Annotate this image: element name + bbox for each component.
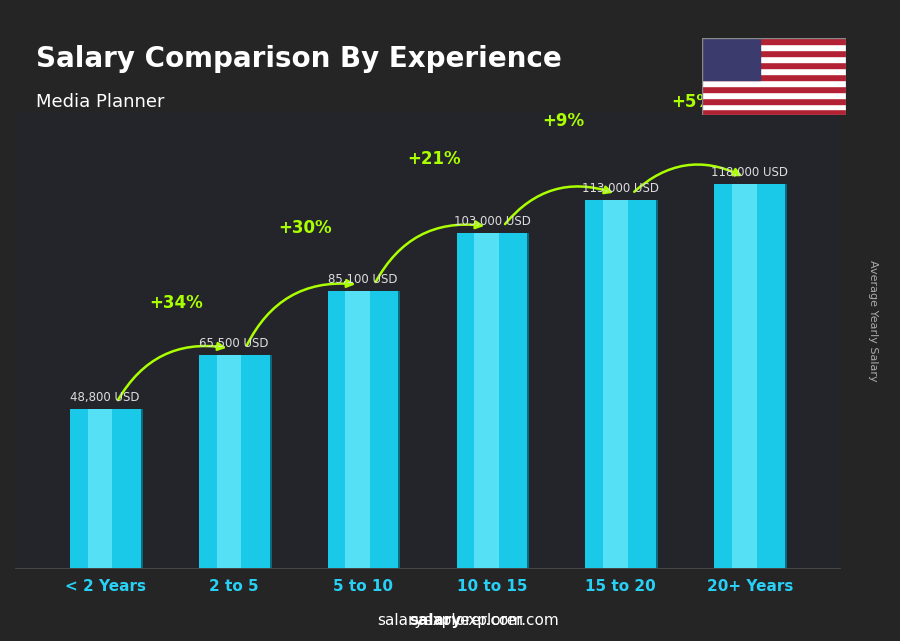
Bar [199, 354, 270, 568]
Bar [702, 92, 846, 97]
Bar [702, 97, 846, 104]
Bar [723, 184, 788, 568]
Text: +5%: +5% [670, 93, 713, 111]
Text: 85,100 USD: 85,100 USD [328, 273, 398, 286]
Bar [702, 110, 846, 115]
Bar [594, 200, 658, 568]
Bar [702, 74, 846, 80]
Bar [715, 184, 785, 568]
Bar [585, 200, 656, 568]
Bar [336, 291, 400, 568]
Bar [702, 104, 846, 110]
Text: +34%: +34% [149, 294, 203, 312]
Text: Average Yearly Salary: Average Yearly Salary [868, 260, 878, 381]
Text: 118,000 USD: 118,000 USD [711, 166, 788, 179]
Bar [87, 409, 112, 568]
Bar [702, 56, 846, 62]
Text: +21%: +21% [407, 151, 461, 169]
Bar [702, 80, 846, 86]
Text: salaryexplorer.com: salaryexplorer.com [377, 613, 523, 628]
Bar [702, 38, 846, 44]
Text: 113,000 USD: 113,000 USD [582, 182, 660, 196]
Bar [217, 354, 241, 568]
Text: Media Planner: Media Planner [36, 93, 165, 111]
Text: salary: salary [410, 613, 462, 628]
Text: 103,000 USD: 103,000 USD [454, 215, 530, 228]
Text: 48,800 USD: 48,800 USD [70, 391, 140, 404]
Bar [207, 354, 272, 568]
Bar [465, 233, 529, 568]
Bar [702, 86, 846, 92]
Text: +30%: +30% [278, 219, 332, 237]
Text: Salary Comparison By Experience: Salary Comparison By Experience [36, 45, 562, 73]
Bar [70, 409, 140, 568]
Bar [456, 233, 527, 568]
Bar [328, 291, 399, 568]
Text: +9%: +9% [542, 112, 584, 130]
Bar [702, 38, 760, 80]
Bar [78, 409, 142, 568]
Text: 65,500 USD: 65,500 USD [200, 337, 269, 350]
Bar [346, 291, 370, 568]
Bar [702, 68, 846, 74]
Bar [733, 184, 757, 568]
Bar [702, 50, 846, 56]
Bar [474, 233, 500, 568]
Bar [702, 44, 846, 50]
Text: explorer.com: explorer.com [459, 613, 559, 628]
Bar [702, 62, 846, 68]
Bar [603, 200, 628, 568]
